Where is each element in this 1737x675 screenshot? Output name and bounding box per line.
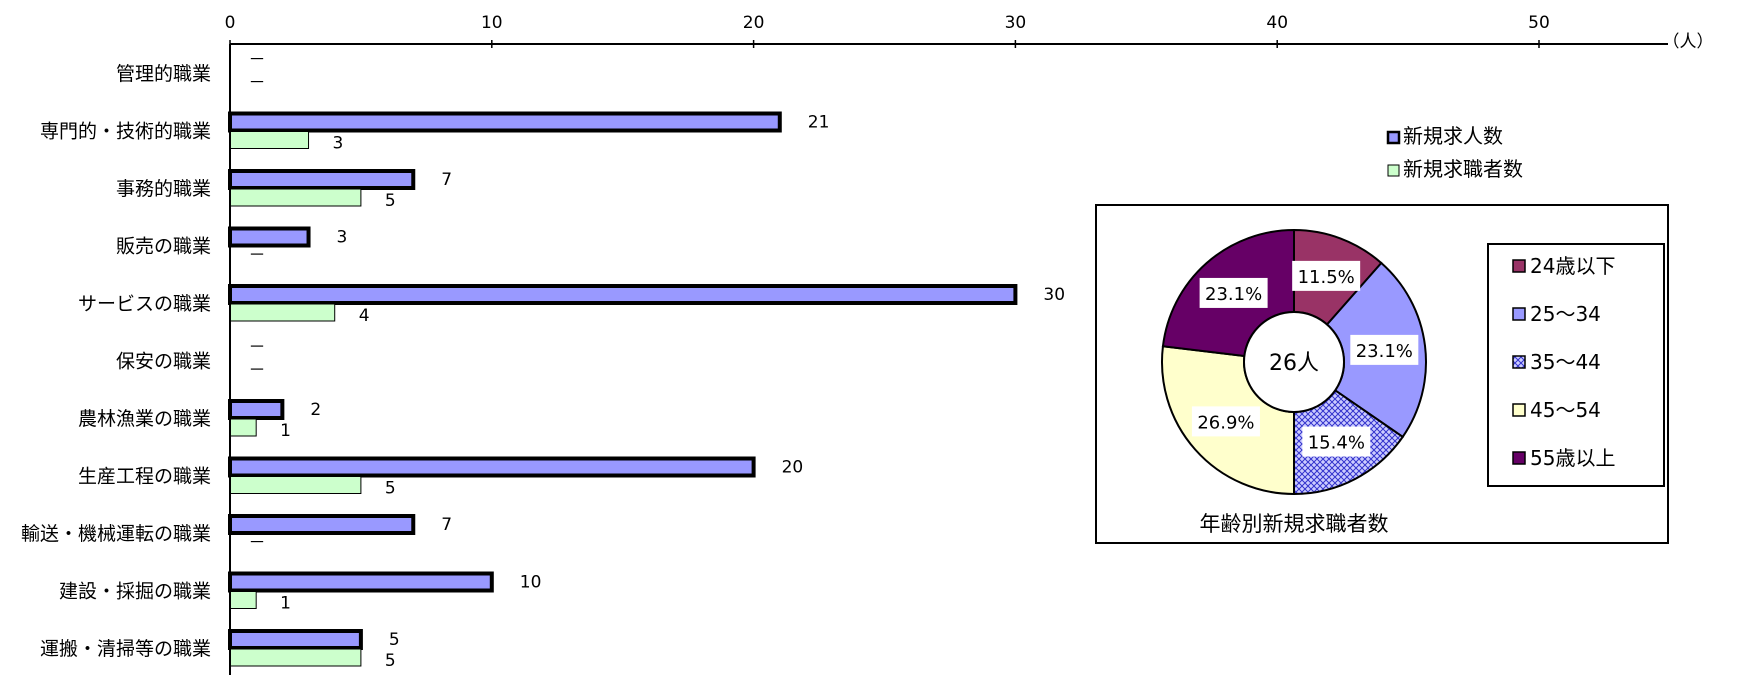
pie-legend-label: 25～34	[1530, 302, 1601, 326]
category-label: 販売の職業	[116, 236, 211, 258]
value-label-openings: 30	[1043, 285, 1065, 305]
pie-slice-label: 23.1%	[1356, 341, 1413, 362]
pie-legend-label: 45～54	[1530, 398, 1601, 422]
category-label: 農林漁業の職業	[78, 408, 211, 430]
bar-series	[228, 111, 1018, 667]
bar-new-job-openings	[228, 514, 416, 535]
value-label-seekers: 5	[385, 479, 396, 499]
bar-new-job-openings	[228, 111, 782, 133]
category-label: 運搬・清掃等の職業	[40, 638, 211, 660]
pie-slice-label: 15.4%	[1308, 433, 1365, 454]
legend-swatch	[1386, 130, 1401, 145]
donut-hole	[1243, 311, 1345, 413]
pie-label-box	[1302, 426, 1371, 457]
value-label-openings: 21	[808, 113, 830, 133]
pie-legend-swatch	[1512, 307, 1526, 321]
pie-label-box	[1199, 277, 1268, 308]
value-label-openings: －	[249, 338, 266, 358]
category-labels: 管理的職業専門的・技術的職業事務的職業販売の職業サービスの職業保安の職業農林漁業…	[21, 63, 211, 660]
legend-label: 新規求人数	[1403, 124, 1503, 148]
value-label-openings: 3	[337, 228, 348, 248]
category-label: 生産工程の職業	[78, 466, 211, 488]
value-label-seekers: 4	[359, 306, 370, 326]
category-label: サービスの職業	[78, 293, 211, 315]
x-axis-ticks: 0 10 20 30 40 50	[225, 13, 1550, 48]
x-tick-label: 40	[1266, 13, 1288, 33]
bar-new-job-seekers	[229, 476, 362, 494]
value-label-openings: 2	[310, 400, 321, 420]
pie-slice-label: 26.9%	[1197, 412, 1254, 433]
bar-new-job-openings	[228, 456, 756, 478]
pie-title: 年齢別新規求職者数	[1200, 512, 1389, 536]
value-label-openings: 5	[389, 630, 400, 650]
x-tick-label: 30	[1005, 13, 1027, 33]
pie-slice-label: 11.5%	[1298, 267, 1355, 288]
pie-legend-swatch	[1512, 451, 1526, 465]
value-labels: － 21 7 3 30 － 2 20 7 10 5 － 3 5 － 4 － 1 5 － 1 5	[249, 50, 1066, 671]
bar-new-job-openings	[228, 399, 285, 420]
pie-legend-swatch	[1512, 355, 1526, 369]
bar-new-job-seekers	[229, 131, 310, 149]
bar-new-job-seekers	[229, 303, 336, 322]
category-label: 管理的職業	[116, 63, 211, 85]
legend-swatch	[1387, 164, 1400, 177]
x-tick-label: 20	[743, 13, 765, 33]
value-label-openings: 10	[520, 573, 542, 593]
bar-new-job-openings	[228, 571, 494, 593]
pie-slice-labels: 11.5% 23.1% 15.4% 26.9% 23.1%	[1191, 260, 1419, 457]
pie-legend-label: 35～44	[1530, 350, 1601, 374]
bar-new-job-seekers	[229, 648, 362, 667]
value-label-seekers: 5	[385, 191, 396, 211]
value-label-openings: 7	[441, 515, 452, 535]
x-tick-label: 50	[1528, 13, 1550, 33]
bar-chart: 0 10 20 30 40 50 （人） 管理的職業専門的・技術的職業事務的職業販売の職業…	[21, 13, 1714, 675]
value-label-seekers: －	[249, 533, 266, 553]
bar-new-job-seekers	[229, 188, 362, 207]
value-label-seekers: －	[249, 73, 266, 93]
pie-label-box	[1350, 334, 1419, 365]
category-label: 建設・採掘の職業	[59, 581, 211, 603]
donut-center-label: 26人	[1269, 351, 1319, 376]
x-tick-label: 10	[481, 13, 503, 33]
pie-legend-label: 55歳以上	[1530, 446, 1615, 470]
bar-new-job-openings	[228, 629, 363, 650]
x-tick-label: 0	[225, 13, 236, 33]
legend-label: 新規求職者数	[1403, 157, 1523, 181]
pie-legend: 24歳以下 25～34 35～44 45～54 55歳以上	[1512, 254, 1615, 470]
pie-legend-label: 24歳以下	[1530, 254, 1615, 278]
category-label: 保安の職業	[116, 351, 211, 373]
bar-new-job-openings	[228, 226, 311, 248]
pie-panel: 26人 11.5% 23.1% 15.4% 26.9% 23.1% 24歳以下 25～34…	[1095, 204, 1669, 544]
pie-legend-swatch	[1512, 403, 1526, 417]
bar-new-job-seekers	[229, 591, 257, 609]
value-label-seekers: －	[249, 361, 266, 381]
pie-label-box	[1292, 260, 1361, 291]
category-label: 事務的職業	[116, 178, 211, 200]
value-label-openings: 20	[782, 458, 804, 478]
category-label: 専門的・技術的職業	[40, 121, 211, 143]
bar-new-job-openings	[228, 169, 416, 190]
bar-new-job-seekers	[229, 418, 257, 437]
pie-legend-swatch	[1512, 259, 1526, 273]
pie-label-box	[1191, 406, 1260, 437]
value-label-seekers: －	[249, 246, 266, 266]
pie-slice-label: 23.1%	[1205, 284, 1262, 305]
value-label-seekers: 1	[280, 594, 291, 614]
x-axis-unit: （人）	[1663, 32, 1714, 52]
value-label-seekers: 1	[280, 421, 291, 441]
value-label-seekers: 5	[385, 651, 396, 671]
value-label-openings: 7	[441, 170, 452, 190]
value-label-openings: －	[249, 50, 266, 70]
bar-new-job-openings	[228, 284, 1018, 305]
value-label-seekers: 3	[333, 134, 344, 154]
category-label: 輸送・機械運転の職業	[21, 523, 211, 545]
